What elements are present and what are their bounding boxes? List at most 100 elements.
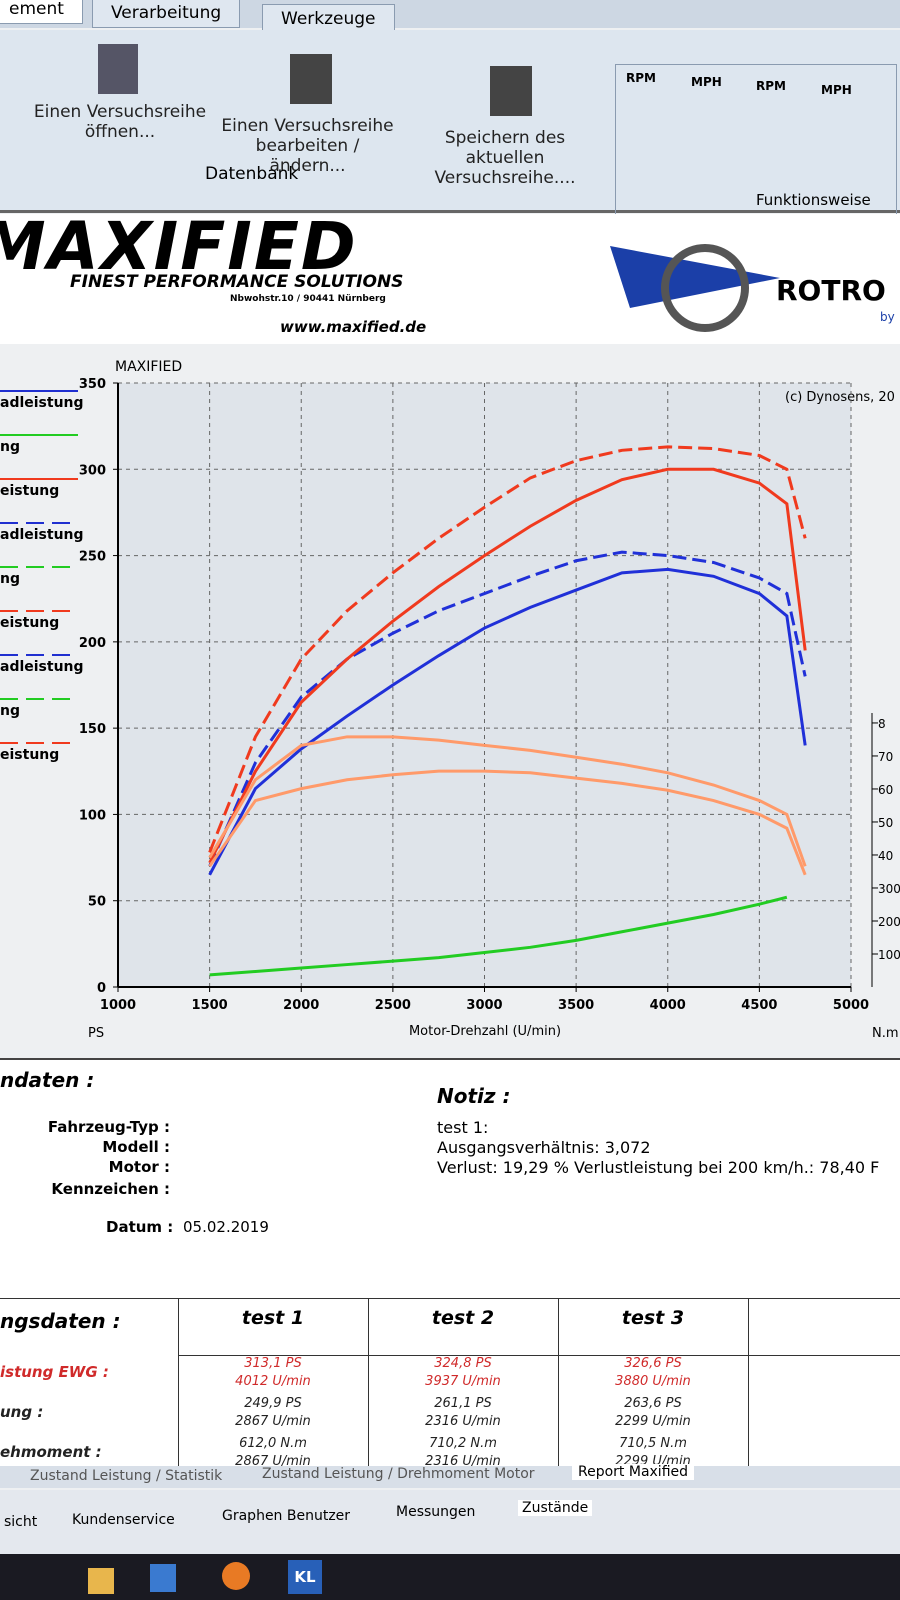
y2-tick-label: 60 [878, 783, 893, 797]
field-label: Fahrzeug-Typ : [47, 1118, 170, 1136]
legend-label: ng [0, 439, 20, 455]
heading: ndaten : [0, 1068, 95, 1092]
y-tick-label: 100 [79, 808, 106, 823]
y2-tick-label: 100 [878, 948, 900, 962]
x-tick-label: 3500 [558, 998, 594, 1013]
cell: 324,8 PS [434, 1356, 492, 1371]
x-tick-label: 2000 [283, 998, 319, 1013]
y2-axis-label: N.m [872, 1026, 899, 1041]
sheet-tabs: Zustand Leistung / Statistik Zustand Lei… [0, 1464, 900, 1488]
series-line [208, 550, 807, 867]
icon [490, 66, 532, 116]
date: 05.02.2019 [183, 1218, 269, 1236]
cell: 710,2 N.m [429, 1436, 497, 1451]
address: Nbwohstr.10 / 90441 Nürnberg [230, 294, 386, 304]
y2-tick-label: 200 [878, 915, 900, 929]
column-header: test 1 [241, 1307, 305, 1329]
taskbar-icon[interactable] [150, 1564, 176, 1592]
mode[interactable]: RPM [626, 71, 656, 85]
divider [178, 1355, 900, 1356]
y-tick-label: 350 [79, 377, 106, 392]
y-tick-label: 0 [97, 981, 106, 996]
y-axis-label: PS [88, 1026, 104, 1041]
plot-area [118, 383, 851, 987]
logo-band: MAXIFIED FINEST PERFORMANCE SOLUTIONS Nb… [0, 208, 900, 344]
series-line [208, 467, 807, 864]
x-tick-label: 5000 [833, 998, 869, 1013]
field-label: Datum : [106, 1218, 174, 1236]
cell: 2867 U/min [235, 1454, 311, 1469]
bottom-tab[interactable]: Graphen Benutzer [222, 1508, 351, 1524]
legend-label: eistung [0, 615, 59, 631]
y-tick-label: 250 [79, 550, 106, 565]
series-line [208, 735, 807, 867]
mode[interactable]: MPH [691, 75, 722, 89]
taskbar: KL [0, 1554, 900, 1600]
mode[interactable]: RPM [756, 79, 786, 93]
cell: 4012 U/min [235, 1374, 311, 1389]
taskbar-icon[interactable] [88, 1568, 114, 1594]
field-label: Kennzeichen : [51, 1180, 170, 1198]
legend-label: ng [0, 703, 20, 719]
bottom-tab[interactable]: Kundenservice [72, 1512, 175, 1528]
cell: 263,6 PS [624, 1396, 682, 1411]
divider [178, 1299, 179, 1467]
row-label: istung EWG : [0, 1363, 109, 1381]
tab[interactable]: Werkzeuge [262, 4, 395, 34]
note-line: test 1: [437, 1118, 489, 1137]
group-label: Funktionsweise [756, 191, 871, 209]
bottom-tab[interactable]: Messungen [396, 1504, 476, 1520]
cell: 710,5 N.m [619, 1436, 687, 1451]
series-line [209, 895, 788, 977]
row-label: ehmoment : [0, 1443, 102, 1461]
legend-label: eistung [0, 747, 59, 763]
bottom-tab[interactable]: sicht [4, 1514, 38, 1530]
copyright: (c) Dynosens, 20 [785, 390, 895, 405]
y2-tick-label: 300 [878, 882, 900, 896]
field-label: Modell : [102, 1138, 170, 1156]
group-label: Datenbank [205, 164, 299, 184]
partner-logo [610, 244, 780, 332]
legend-label: adleistung [0, 659, 84, 675]
field-label: Motor : [108, 1158, 170, 1176]
results-table: ngsdaten : test 1 test 2 test 3 istung EWG … [0, 1298, 900, 1469]
bottom-tab[interactable]: Zustände [518, 1500, 593, 1516]
taskbar-icon[interactable] [222, 1562, 250, 1590]
partner: ROTRO [776, 274, 886, 307]
x-tick-label: 4500 [741, 998, 777, 1013]
legend-label: adleistung [0, 527, 84, 543]
cell: 3937 U/min [425, 1374, 501, 1389]
sheet-tab[interactable]: Report Maxified [572, 1464, 695, 1480]
tab-bar: ement Verarbeitung Werkzeuge [0, 0, 900, 34]
y-tick-label: 200 [79, 636, 106, 651]
divider [748, 1299, 749, 1467]
chart-title: MAXIFIED [115, 359, 182, 375]
y-tick-label: 300 [79, 463, 106, 478]
cell: 2316 U/min [425, 1414, 501, 1429]
sheet-tab[interactable]: Zustand Leistung / Statistik [30, 1468, 223, 1484]
cell: 313,1 PS [244, 1356, 302, 1371]
column-header: test 2 [431, 1307, 495, 1329]
cell: 612,0 N.m [239, 1436, 307, 1451]
heading: ngsdaten : [0, 1309, 121, 1333]
sheet-tab[interactable]: Zustand Leistung / Drehmoment Motor [262, 1466, 535, 1482]
note-line: Ausgangsverhältnis: 3,072 [437, 1138, 651, 1157]
series-line [208, 769, 807, 876]
partner-sub: by [880, 310, 895, 324]
mode[interactable]: MPH [821, 83, 852, 97]
tab[interactable]: ement [0, 0, 83, 24]
slogan: FINEST PERFORMANCE SOLUTIONS [70, 272, 404, 292]
chart: MAXIFIED (c) Dynosens, 20 Motor-Drehzahl… [0, 345, 900, 1055]
cell: 3880 U/min [615, 1374, 691, 1389]
cell: 2867 U/min [235, 1414, 311, 1429]
column-header: test 3 [621, 1307, 685, 1329]
tab[interactable]: Verarbeitung [92, 0, 241, 28]
button[interactable]: Einen Versuchsreihe öffnen... [33, 102, 207, 142]
y2-tick-label: 50 [878, 816, 893, 830]
icon [290, 54, 332, 104]
button[interactable]: Einen Versuchsreihe bearbeiten / ändern.… [221, 116, 394, 176]
ribbon: Einen Versuchsreihe öffnen... Einen Vers… [0, 30, 900, 216]
row-label: ung : [0, 1403, 44, 1421]
taskbar-icon[interactable]: KL [288, 1560, 322, 1594]
button[interactable]: Speichern des aktuellen Versuchsreihe...… [434, 128, 576, 188]
